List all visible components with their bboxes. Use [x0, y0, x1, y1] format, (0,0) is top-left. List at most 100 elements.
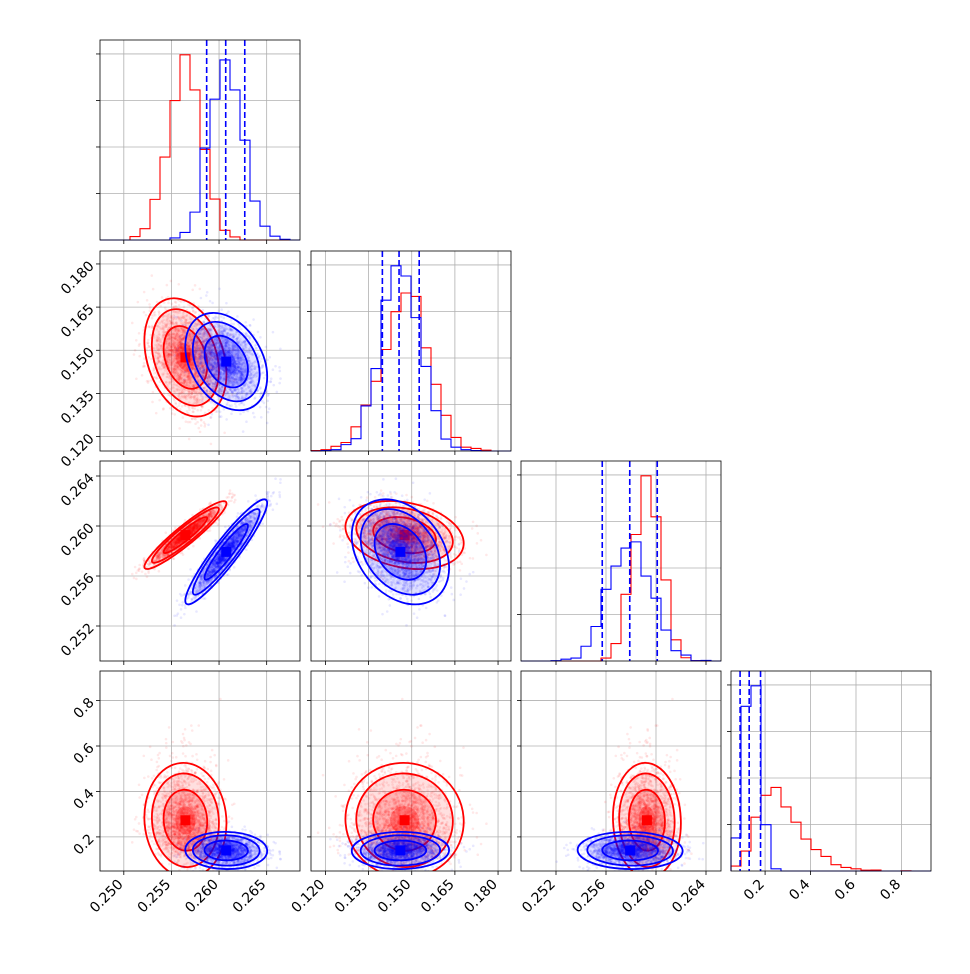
blue-point — [206, 291, 209, 294]
blue-point — [183, 378, 186, 381]
blue-point — [266, 359, 269, 362]
blue-point — [268, 356, 271, 359]
blue-point — [267, 394, 270, 397]
blue-point — [272, 384, 275, 387]
blue-point — [274, 365, 277, 368]
blue-point — [207, 424, 210, 427]
red-point — [141, 374, 144, 377]
red-point — [137, 301, 140, 304]
blue-point — [181, 324, 184, 327]
red-point — [187, 421, 190, 424]
red-point — [158, 399, 161, 402]
red-point — [138, 344, 141, 347]
blue-point — [173, 354, 176, 357]
red-point — [151, 401, 154, 404]
blue-point — [260, 416, 263, 419]
blue-point — [276, 391, 279, 394]
red-point — [138, 355, 141, 358]
red-point — [178, 427, 181, 430]
blue-point — [272, 368, 275, 371]
red-point — [193, 417, 196, 420]
blue-point — [181, 338, 184, 341]
blue-point — [265, 346, 268, 349]
blue-point — [180, 341, 183, 344]
red-point — [204, 423, 207, 426]
blue-point — [279, 377, 282, 380]
blue-point — [211, 302, 214, 305]
red-point — [185, 420, 188, 423]
red-point — [166, 284, 169, 287]
blue-point — [278, 382, 281, 385]
y-tick-label: 0.120 — [58, 431, 98, 471]
red-point — [199, 431, 202, 434]
blue-point — [265, 406, 268, 409]
blue-point — [173, 316, 176, 319]
blue-point — [219, 410, 222, 413]
blue-point — [252, 412, 255, 415]
blue-point — [180, 319, 183, 322]
blue-point — [270, 377, 273, 380]
red-point — [188, 438, 191, 441]
red-point — [142, 365, 145, 368]
red-point — [162, 407, 165, 410]
red-point — [194, 284, 197, 287]
red-point — [191, 418, 194, 421]
blue-point — [253, 416, 256, 419]
blue-point — [259, 406, 262, 409]
red-point — [134, 349, 137, 352]
blue-point — [210, 416, 213, 419]
red-point — [194, 422, 197, 425]
blue-point — [259, 336, 262, 339]
red-point — [217, 519, 220, 522]
blue-point — [218, 287, 221, 290]
blue-point — [252, 318, 255, 321]
blue-point — [266, 400, 269, 403]
red-point — [143, 362, 146, 365]
red-point — [198, 288, 201, 291]
blue-point — [184, 331, 187, 334]
blue-peak — [221, 357, 231, 367]
blue-point — [211, 413, 214, 416]
x-tick-label: 0.8 — [877, 877, 904, 904]
blue-point — [225, 418, 228, 421]
red-point — [145, 314, 148, 317]
y-tick-label: 0.180 — [58, 258, 98, 298]
red-point — [147, 380, 150, 383]
blue-point — [205, 294, 208, 297]
blue-point — [183, 300, 186, 303]
red-point — [152, 288, 155, 291]
red-point — [200, 419, 203, 422]
red-point — [146, 299, 149, 302]
red-point — [169, 407, 172, 410]
blue-point — [178, 353, 181, 356]
blue-point — [200, 297, 203, 300]
red-point — [150, 274, 153, 277]
blue-point — [184, 324, 187, 327]
red-point — [156, 301, 159, 304]
blue-point — [279, 348, 282, 351]
red-point — [170, 280, 173, 283]
red-point — [197, 427, 200, 430]
blue-point — [272, 331, 275, 334]
blue-histogram — [311, 266, 511, 451]
blue-point — [201, 396, 204, 399]
blue-point — [248, 324, 251, 327]
blue-point — [244, 321, 247, 324]
blue-point — [278, 366, 281, 369]
blue-point — [216, 410, 219, 413]
red-point — [223, 431, 226, 434]
y-tick-label: 0.150 — [58, 345, 98, 385]
blue-point — [266, 390, 269, 393]
red-point — [148, 303, 151, 306]
blue-point — [279, 370, 282, 373]
red-point — [200, 424, 203, 427]
blue-point — [267, 411, 270, 414]
blue-point — [268, 407, 271, 410]
histogram-panel — [517, 461, 721, 665]
red-point — [177, 283, 180, 286]
blue-point — [202, 309, 205, 312]
red-point — [164, 531, 167, 534]
red-point — [131, 322, 134, 325]
